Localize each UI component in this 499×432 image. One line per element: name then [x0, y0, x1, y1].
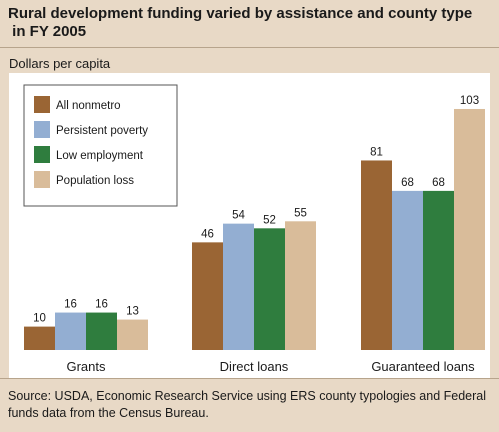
- legend-swatch-all-nonmetro: [34, 96, 50, 113]
- title-band: Rural development funding varied by assi…: [0, 0, 499, 47]
- legend-swatch-low-employment: [34, 146, 50, 163]
- legend-swatch-population-loss: [34, 171, 50, 188]
- chart-title: Rural development funding varied by assi…: [8, 5, 488, 41]
- y-axis-label: Dollars per capita: [9, 56, 111, 71]
- bar-population-loss-direct-loans: [285, 221, 316, 350]
- bar-low-employment-direct-loans: [254, 228, 285, 350]
- bar-population-loss-guaranteed-loans: [454, 108, 485, 350]
- bar-all-nonmetro-direct-loans: [192, 242, 223, 350]
- chart-title-line-2: in FY 2005: [8, 23, 87, 40]
- data-label-all-nonmetro-grants: 10: [33, 313, 46, 325]
- data-label-persistent-poverty-grants: 16: [64, 299, 77, 311]
- bar-all-nonmetro-guaranteed-loans: [361, 160, 392, 350]
- category-label-grants: Grants: [66, 359, 106, 374]
- data-label-persistent-poverty-guaranteed-loans: 68: [401, 177, 414, 189]
- data-label-low-employment-grants: 16: [95, 299, 108, 311]
- legend-label-all-nonmetro: All nonmetro: [56, 100, 121, 112]
- data-label-population-loss-guaranteed-loans: 103: [460, 95, 479, 107]
- legend-label-low-employment: Low employment: [56, 150, 144, 162]
- bar-low-employment-grants: [86, 312, 117, 350]
- legend-label-population-loss: Population loss: [56, 175, 134, 187]
- chart-title-line-1: Rural development funding varied by assi…: [8, 5, 473, 22]
- header-divider: [0, 47, 499, 48]
- bar-all-nonmetro-grants: [24, 326, 55, 350]
- data-label-population-loss-direct-loans: 55: [294, 207, 307, 219]
- data-label-low-employment-guaranteed-loans: 68: [432, 177, 445, 189]
- footer-divider: [0, 378, 499, 379]
- data-label-all-nonmetro-direct-loans: 46: [201, 228, 214, 240]
- data-label-low-employment-direct-loans: 52: [263, 214, 276, 226]
- bar-persistent-poverty-direct-loans: [223, 223, 254, 350]
- bar-population-loss-grants: [117, 319, 148, 350]
- category-label-guaranteed-loans: Guaranteed loans: [371, 359, 475, 374]
- source-note: Source: USDA, Economic Research Service …: [8, 389, 487, 420]
- data-label-all-nonmetro-guaranteed-loans: 81: [370, 146, 383, 158]
- data-label-population-loss-grants: 13: [126, 306, 139, 318]
- bar-low-employment-guaranteed-loans: [423, 190, 454, 350]
- bar-persistent-poverty-guaranteed-loans: [392, 190, 423, 350]
- legend-label-persistent-poverty: Persistent poverty: [56, 125, 148, 137]
- bar-persistent-poverty-grants: [55, 312, 86, 350]
- legend-swatch-persistent-poverty: [34, 121, 50, 138]
- data-label-persistent-poverty-direct-loans: 54: [232, 210, 245, 222]
- category-label-direct-loans: Direct loans: [220, 359, 289, 374]
